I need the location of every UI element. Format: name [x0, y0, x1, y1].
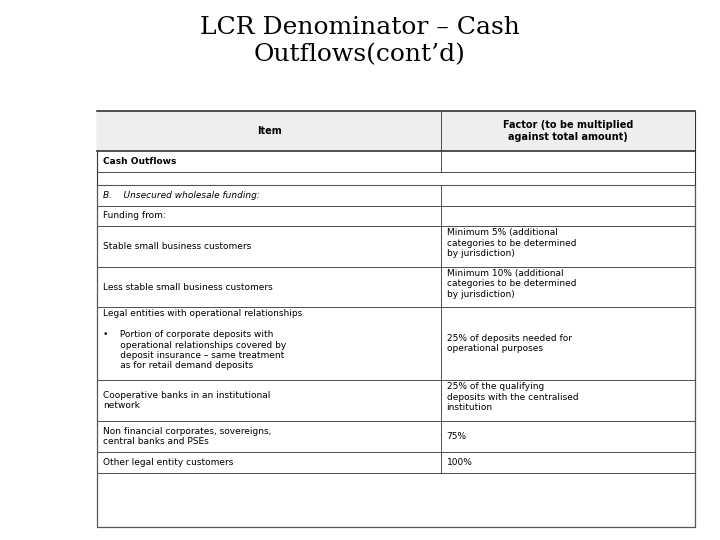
Bar — [97, 185, 695, 526]
Text: Other legal entity customers: Other legal entity customers — [103, 458, 233, 467]
Bar — [97, 111, 695, 526]
Text: Cooperative banks in an institutional
network: Cooperative banks in an institutional ne… — [103, 391, 270, 410]
Text: 25% of deposits needed for
operational purposes: 25% of deposits needed for operational p… — [446, 334, 572, 353]
Text: B.    Unsecured wholesale funding:: B. Unsecured wholesale funding: — [103, 191, 260, 200]
Text: Factor (to be multiplied
against total amount): Factor (to be multiplied against total a… — [503, 120, 633, 141]
Text: 100%: 100% — [446, 458, 472, 467]
Text: Stable small business customers: Stable small business customers — [103, 242, 251, 251]
Text: Funding from:: Funding from: — [103, 212, 166, 220]
Text: Non financial corporates, sovereigns,
central banks and PSEs: Non financial corporates, sovereigns, ce… — [103, 427, 271, 446]
Text: Minimum 5% (additional
categories to be determined
by jurisdiction): Minimum 5% (additional categories to be … — [446, 228, 576, 258]
Bar — [97, 111, 695, 151]
Text: LCR Denominator – Cash
Outflows(cont’d): LCR Denominator – Cash Outflows(cont’d) — [200, 16, 520, 66]
Text: 25% of the qualifying
deposits with the centralised
institution: 25% of the qualifying deposits with the … — [446, 382, 578, 412]
Text: 75%: 75% — [446, 432, 467, 441]
Text: Minimum 10% (additional
categories to be determined
by jurisdiction): Minimum 10% (additional categories to be… — [446, 269, 576, 299]
Text: Legal entities with operational relationships

•    Portion of corporate deposit: Legal entities with operational relation… — [103, 309, 302, 370]
Text: Cash Outflows: Cash Outflows — [103, 157, 176, 166]
Text: Item: Item — [256, 126, 282, 136]
Text: Less stable small business customers: Less stable small business customers — [103, 282, 273, 292]
